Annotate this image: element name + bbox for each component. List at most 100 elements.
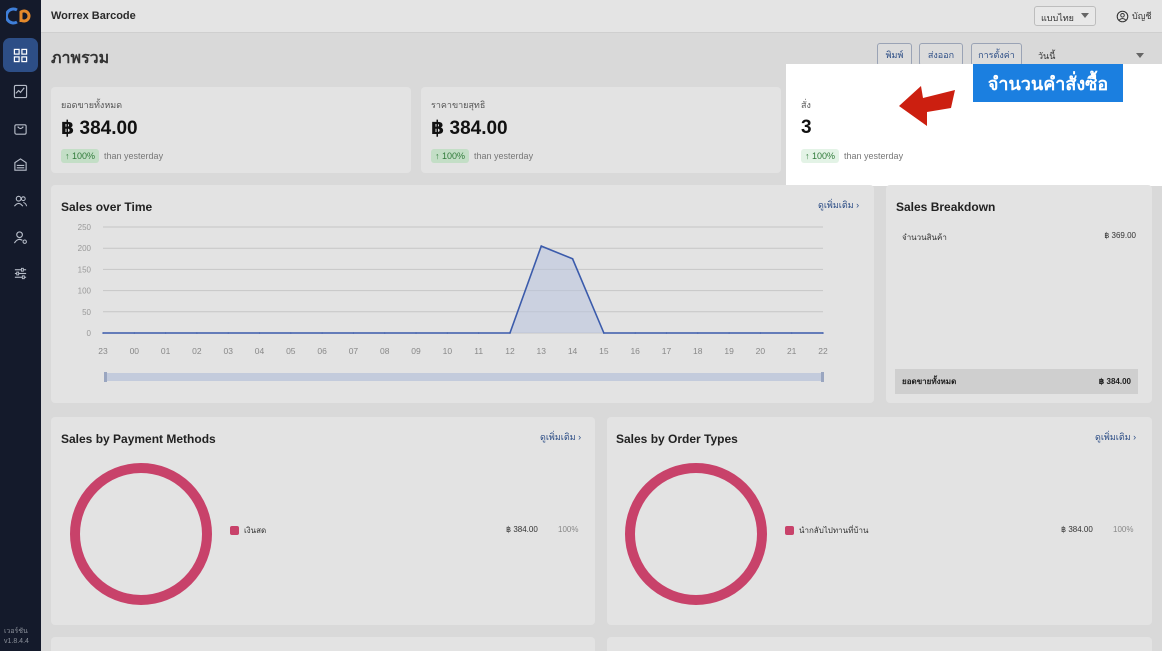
payment-donut-chart (70, 463, 212, 605)
y-tick-label: 150 (78, 265, 92, 274)
y-tick-label: 200 (78, 244, 92, 253)
legend-swatch (230, 526, 239, 535)
card-title: Sales Breakdown (896, 200, 996, 214)
sales-line-chart: 0 50 100 150 200 250 23 00 01 02 03 04 05 06 07 08 09 10 1… (78, 223, 828, 382)
x-tick-label: 00 (130, 346, 140, 356)
x-tick-label: 06 (317, 346, 327, 356)
sidebar-item-reports[interactable] (3, 74, 38, 108)
annotation-callout: จำนวนคำสั่งซื้อ (973, 64, 1123, 102)
x-tick-label: 05 (286, 346, 296, 356)
stat-value: ฿ 384.00 (431, 118, 508, 139)
date-range-select[interactable]: วันนี้ (1032, 43, 1150, 66)
chevron-right-icon: › (1133, 432, 1137, 442)
view-more-link[interactable]: ดูเพิ่มเติม › (1095, 430, 1136, 444)
export-button[interactable]: ส่งออก (919, 43, 963, 66)
account-label: บัญชี (1132, 11, 1152, 21)
page-title: ภาพรวม (51, 50, 110, 67)
data-point (509, 332, 511, 334)
x-tick-label: 04 (255, 346, 265, 356)
sales-over-time-card: Sales over Time ดูเพิ่มเติม › 0 5 0 1 00 150 2… (51, 185, 874, 403)
user-settings-icon (13, 230, 27, 244)
language-select[interactable]: แบบไทย (1034, 6, 1096, 26)
data-point (696, 332, 699, 334)
data-point (446, 332, 449, 334)
stat-trend: ↑ 100% than yesterday (431, 149, 533, 163)
x-tick-label: 18 (693, 346, 703, 356)
sidebar-item-customers[interactable] (3, 184, 38, 218)
x-tick-label: 08 (380, 346, 390, 356)
trend-badge: ↑ 100% (61, 149, 100, 163)
annotation-arrow-icon (899, 86, 955, 126)
stat-trend: ↑ 100% than yesterday (801, 149, 903, 163)
x-tick-label: 23 (98, 346, 108, 356)
data-point (290, 332, 292, 334)
view-more-label: ดูเพิ่มเติม (540, 432, 576, 442)
stat-value: ฿ 384.00 (61, 118, 138, 139)
card-title: Sales over Time (61, 200, 153, 214)
print-button[interactable]: พิมพ์ (877, 43, 912, 66)
sliders-icon (14, 267, 27, 279)
trend-badge: ↑ 100% (801, 149, 840, 163)
legend-percent: 100% (558, 525, 579, 534)
legend-percent: 100% (1113, 525, 1134, 534)
range-handle-right (821, 372, 824, 382)
stat-card-total-sales: ยอดขายทั้งหมด ฿ 384.00 ↑ 100% than yeste… (51, 87, 411, 173)
next-card-left (51, 637, 595, 651)
legend-item: นำกลับไปทานที่บ้าน (785, 524, 868, 537)
data-point (133, 332, 136, 334)
version-info: เวอร์ชัน v1.8.4.4 (4, 627, 29, 647)
bag-icon (14, 123, 27, 135)
breakdown-total-row: ยอดขายทั้งหมด ฿ 384.00 (895, 369, 1138, 394)
data-point (759, 332, 762, 334)
data-point (822, 332, 824, 334)
data-point (164, 332, 167, 334)
data-point (634, 332, 636, 334)
stat-card-net-sales: ราคาขายสุทธิ ฿ 384.00 ↑ 100% than yester… (421, 87, 781, 173)
sidebar: เวอร์ชัน v1.8.4.4 (0, 0, 41, 651)
x-tick-label: 03 (223, 346, 233, 356)
sidebar-item-staff[interactable] (3, 220, 38, 254)
account-menu[interactable]: บัญชี (1116, 9, 1152, 23)
x-tick-label: 22 (818, 346, 828, 356)
data-point (383, 332, 386, 334)
data-point (321, 332, 323, 334)
app-logo[interactable] (6, 6, 34, 26)
payment-methods-card: Sales by Payment Methods ดูเพิ่มเติม › เ… (51, 417, 595, 625)
view-more-label: ดูเพิ่มเติม (818, 200, 854, 210)
x-tick-label: 02 (192, 346, 202, 356)
chevron-right-icon: › (578, 432, 582, 442)
data-point (258, 332, 261, 334)
settings-button[interactable]: การตั้งค่า (971, 43, 1022, 66)
order-types-card: Sales by Order Types ดูเพิ่มเติม › นำกลั… (607, 417, 1152, 625)
order-type-donut-chart (625, 463, 767, 605)
range-slider (105, 373, 823, 381)
x-tick-label: 16 (630, 346, 640, 356)
legend-label: นำกลับไปทานที่บ้าน (799, 526, 869, 535)
data-point (728, 332, 730, 334)
chevron-right-icon: › (856, 200, 860, 210)
x-tick-label: 09 (411, 346, 421, 356)
y-tick-label: 100 (78, 287, 92, 296)
trend-suffix: than yesterday (844, 151, 904, 161)
x-tick-label: 10 (443, 346, 453, 356)
data-point (196, 332, 198, 334)
data-point (571, 258, 574, 260)
stat-value: 3 (801, 117, 812, 138)
trend-suffix: than yesterday (104, 151, 164, 161)
sidebar-item-inventory[interactable] (3, 147, 38, 181)
sidebar-item-settings[interactable] (3, 256, 38, 290)
breakdown-total-label: ยอดขายทั้งหมด (902, 377, 957, 386)
language-value: แบบไทย (1041, 13, 1074, 23)
sales-breakdown-card: Sales Breakdown จำนวนสินค้า ฿ 369.00 ยอด… (886, 185, 1152, 403)
sidebar-item-dashboard[interactable] (3, 38, 38, 72)
view-more-link[interactable]: ดูเพิ่มเติม › (818, 198, 859, 212)
data-point (603, 332, 605, 334)
x-tick-label: 12 (505, 346, 515, 356)
x-tick-label: 17 (662, 346, 672, 356)
data-point (477, 332, 480, 334)
sidebar-item-orders[interactable] (3, 111, 38, 145)
view-more-link[interactable]: ดูเพิ่มเติม › (540, 430, 581, 444)
x-tick-label: 01 (161, 346, 171, 356)
stat-trend: ↑ 100% than yesterday (61, 149, 163, 163)
data-point (665, 332, 668, 334)
